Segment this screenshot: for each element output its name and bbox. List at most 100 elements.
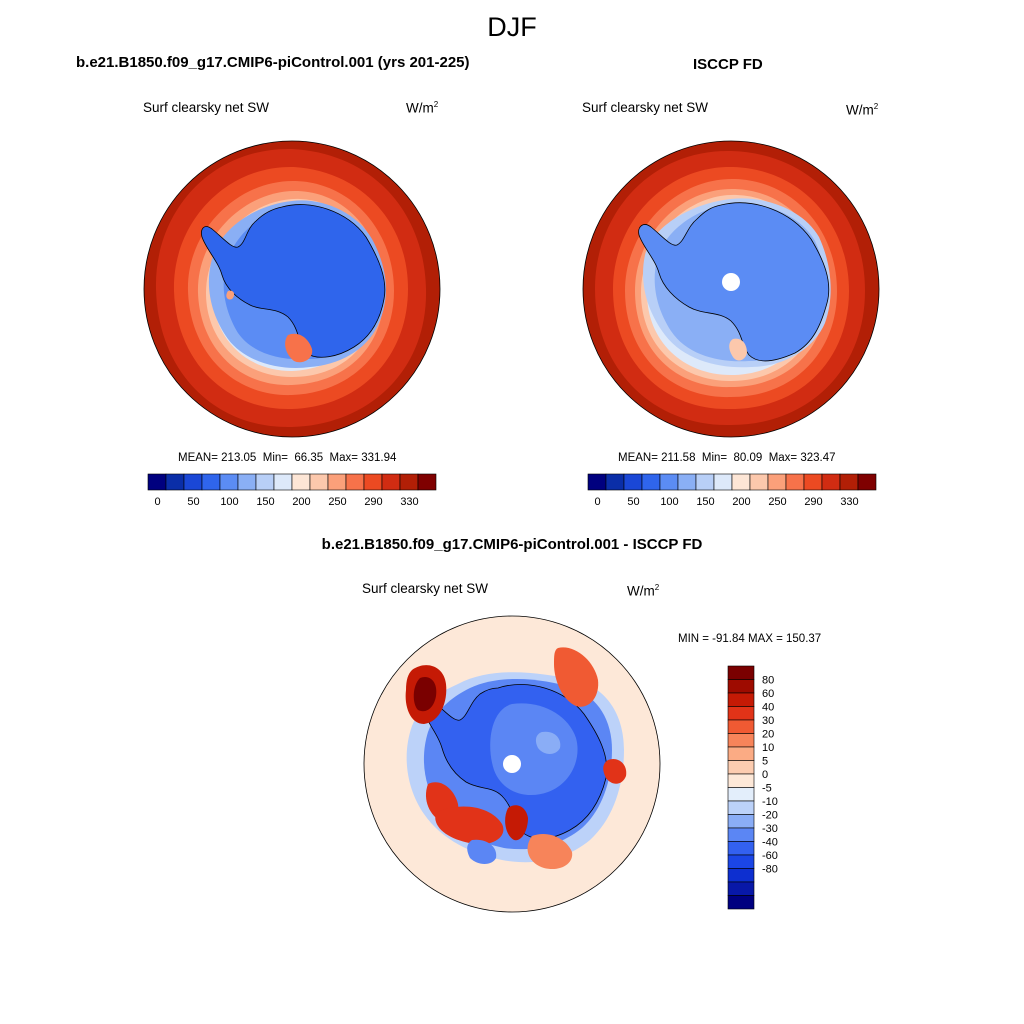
panel-1-units-exp: 2 xyxy=(433,100,439,109)
panel-1-colorbar-tick-label: 50 xyxy=(187,496,199,508)
panel-1-colorbar-box xyxy=(237,473,257,491)
panel-2-colorbar-box xyxy=(695,473,715,491)
panel-2-colorbar-tick-label: 290 xyxy=(804,496,822,508)
panel-2-colorbar-tick-label: 250 xyxy=(768,496,786,508)
panel-1-max-label: Max= xyxy=(329,452,358,464)
panel-2-colorbar-boxes xyxy=(587,473,877,491)
diff-colorbar-tick-label: 60 xyxy=(762,688,774,700)
panel-2-colorbar-tick-label: 150 xyxy=(696,496,714,508)
panel-1-antarctica xyxy=(201,204,386,358)
panel-1-colorbar-box xyxy=(327,473,347,491)
diff-colorbar-box xyxy=(727,719,755,734)
diff-positive-se xyxy=(527,833,573,870)
panel-1-colorbar-tick-label: 250 xyxy=(328,496,346,508)
panel-1-colorbar-box xyxy=(255,473,275,491)
diff-colorbar-box xyxy=(727,733,755,748)
diff-pole-mask xyxy=(503,755,521,773)
panel-2-colorbar-ticks: 0 50 100 150 200 250 290 330 xyxy=(594,496,858,508)
panel-1-units: W/m2 xyxy=(406,100,438,116)
panel-1-weddell-patch xyxy=(226,290,235,300)
diff-panel-map-border xyxy=(363,615,661,913)
panel-2-title: ISCCP FD xyxy=(693,56,763,73)
diff-colorbar-tick-label: -80 xyxy=(762,864,778,876)
panel-2-mean-value: 211.58 xyxy=(661,452,696,464)
diff-positive-nw-core xyxy=(413,676,437,712)
diff-panel-variable: Surf clearsky net SW xyxy=(362,581,489,596)
diff-colorbar-tick-label: 20 xyxy=(762,729,774,741)
panel-2-colorbar-box xyxy=(803,473,823,491)
panel-1-colorbar-tick-label: 290 xyxy=(364,496,382,508)
diff-positive-sw xyxy=(435,806,504,845)
diff-colorbar-tick-label: -30 xyxy=(762,823,778,835)
diff-negative-outer-s xyxy=(467,839,497,864)
panel-2-ross-sector xyxy=(729,338,747,361)
diff-colorbar-tick-label: 0 xyxy=(762,769,768,781)
panel-1-colorbar-box xyxy=(147,473,167,491)
diff-panel-units-exp: 2 xyxy=(654,583,660,592)
page-title: DJF xyxy=(487,12,537,42)
panel-1-colorbar-ticks: 0 50 100 150 200 250 290 330 xyxy=(154,496,418,508)
diff-colorbar-tick-label: 80 xyxy=(762,675,774,687)
panel-1-title: b.e21.B1850.f09_g17.CMIP6-piControl.001 … xyxy=(76,54,470,71)
panel-1-ross-sector xyxy=(285,333,313,363)
panel-1-colorbar-tick-label: 150 xyxy=(256,496,274,508)
panel-1-colorbar-box xyxy=(417,473,437,491)
panel-1-mean-label: MEAN= xyxy=(178,452,218,464)
diff-colorbar-box xyxy=(727,746,755,761)
diff-panel-units: W/m2 xyxy=(627,583,659,599)
panel-2-colorbar-tick-label: 200 xyxy=(732,496,750,508)
diff-colorbar-box xyxy=(727,692,755,707)
panel-1-colorbar-box xyxy=(183,473,203,491)
panel-2-colorbar-box xyxy=(785,473,805,491)
panel-1-colorbar-box xyxy=(291,473,311,491)
panel-2-colorbar-tick-label: 330 xyxy=(840,496,858,508)
diff-colorbar-box xyxy=(727,679,755,694)
panel-1-colorbar-box xyxy=(165,473,185,491)
diff-colorbar-box xyxy=(727,773,755,788)
panel-2-max-label: Max= xyxy=(768,452,798,464)
panel-1-colorbar-tick-label: 100 xyxy=(220,496,238,508)
panel-1-colorbar-box xyxy=(399,473,419,491)
panel-1-colorbar-tick-label: 0 xyxy=(154,496,160,508)
panel-2-units-exp: 2 xyxy=(873,102,879,111)
diff-colorbar-box xyxy=(727,868,755,883)
diff-colorbar-box xyxy=(727,760,755,775)
panel-1-min-value: 66.35 xyxy=(294,452,324,464)
diff-colorbar-box xyxy=(727,854,755,869)
diff-panel-title: b.e21.B1850.f09_g17.CMIP6-piControl.001 … xyxy=(321,536,703,553)
panel-2-colorbar-tick-label: 50 xyxy=(627,496,639,508)
panel-1-units-base: W/m xyxy=(406,100,434,116)
panel-1-colorbar-tick-label: 330 xyxy=(400,496,418,508)
diff-colorbar-tick-label: -5 xyxy=(762,783,772,795)
panel-2-units-base: W/m xyxy=(846,102,874,118)
diff-colorbar-tick-label: 5 xyxy=(762,756,768,768)
diff-panel-map xyxy=(363,615,661,913)
diff-colorbar-tick-label: 10 xyxy=(762,742,774,754)
panel-1-colorbar-box xyxy=(309,473,329,491)
diff-colorbar-box xyxy=(727,706,755,721)
panel-2-colorbar-box xyxy=(713,473,733,491)
diff-colorbar-box xyxy=(727,787,755,802)
panel-1-colorbar-boxes xyxy=(147,473,437,491)
diff-colorbar-box xyxy=(727,827,755,842)
panel-1-colorbar-tick-label: 200 xyxy=(292,496,310,508)
panel-2-colorbar: 0 50 100 150 200 250 290 330 xyxy=(587,473,877,508)
panel-1-stats: MEAN= 213.05 Min= 66.35 Max= 331.94 xyxy=(178,452,396,464)
diff-light-patch xyxy=(535,731,561,754)
panel-2-colorbar-tick-label: 100 xyxy=(660,496,678,508)
panel-2-colorbar-box xyxy=(623,473,643,491)
panel-2-colorbar-box xyxy=(641,473,661,491)
diff-colorbar-tick-label: 40 xyxy=(762,702,774,714)
panel-2-colorbar-box xyxy=(659,473,679,491)
diff-colorbar-tick-label: -10 xyxy=(762,796,778,808)
panel-1-colorbar-box xyxy=(345,473,365,491)
diff-colorbar-box xyxy=(727,665,755,680)
diff-colorbar-boxes xyxy=(727,665,755,910)
panel-2-units: W/m2 xyxy=(846,102,878,118)
panel-2-colorbar-box xyxy=(605,473,625,491)
panel-2-colorbar-tick-label: 0 xyxy=(594,496,600,508)
panel-1-max-value: 331.94 xyxy=(361,452,397,464)
panel-1-mean-value: 213.05 xyxy=(221,452,257,464)
